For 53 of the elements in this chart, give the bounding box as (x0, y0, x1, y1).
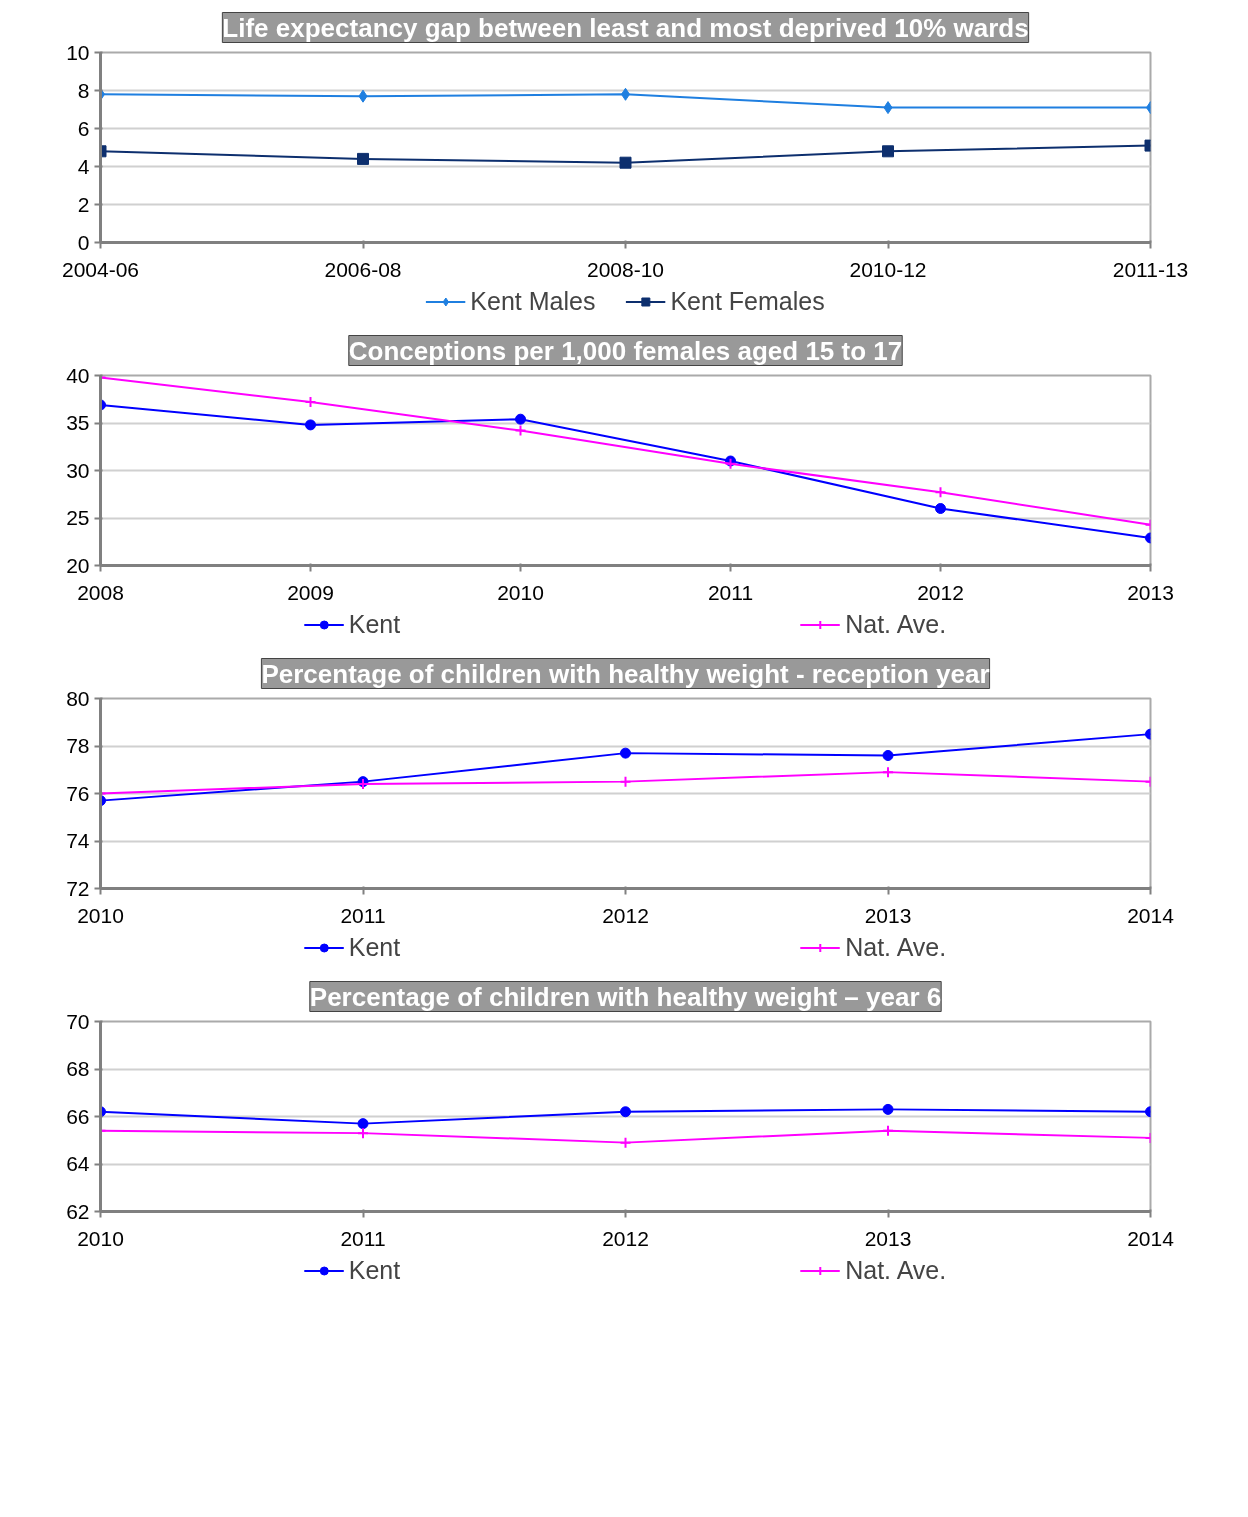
y-tick-label: 68 (66, 1057, 90, 1080)
x-tick-label: 2011-13 (1112, 257, 1189, 281)
legend-label: Nat. Ave. (845, 932, 947, 962)
y-tick-label: 76 (66, 781, 90, 805)
x-tick-label: 2009 (287, 580, 334, 604)
x-tick-label: 2010 (77, 1226, 124, 1250)
y-tick-label: 72 (66, 876, 90, 900)
y-tick-label: 70 (66, 1009, 90, 1033)
y-tick-label: 4 (77, 154, 90, 178)
x-tick-label: 2010 (77, 903, 124, 927)
x-tick-label: 2011 (707, 580, 754, 604)
y-tick-label: 8 (77, 78, 90, 102)
y-tick-label: 0 (77, 230, 90, 254)
y-tick-label: 80 (66, 686, 90, 710)
x-tick-label: 2008-10 (586, 257, 665, 281)
chart-title: Life expectancy gap between least and most deprived 10% wards (222, 12, 1029, 43)
y-tick-label: 6 (77, 116, 90, 140)
x-tick-label: 2011 (340, 903, 386, 927)
legend-label: Kent (348, 1255, 401, 1285)
y-tick-label: 66 (66, 1104, 90, 1128)
y-tick-label: 74 (66, 829, 90, 852)
x-tick-label: 2010-12 (849, 257, 927, 281)
x-tick-label: 2006-08 (324, 257, 402, 281)
legend-label: Kent Males (470, 286, 596, 316)
legend-label: Nat. Ave. (845, 609, 947, 639)
legend-label: Kent (348, 932, 401, 962)
x-tick-label: 2008 (77, 580, 124, 604)
legend-label: Kent Females (670, 286, 825, 316)
x-tick-label: 2014 (1127, 903, 1175, 927)
y-tick-label: 10 (66, 40, 90, 64)
x-tick-label: 2004-06 (61, 257, 140, 281)
x-tick-label: 2013 (1127, 580, 1174, 604)
y-tick-label: 2 (77, 192, 90, 216)
legend-label: Nat. Ave. (845, 1255, 947, 1285)
x-tick-label: 2010 (497, 580, 544, 604)
y-tick-label: 35 (66, 411, 90, 434)
y-tick-label: 20 (66, 553, 90, 577)
legend-label: Kent (348, 609, 401, 639)
y-tick-label: 25 (66, 506, 90, 529)
chart-title: Conceptions per 1,000 females aged 15 to 17 (348, 335, 903, 366)
y-tick-label: 30 (66, 458, 90, 482)
x-tick-label: 2012 (917, 580, 964, 604)
y-tick-label: 40 (66, 363, 90, 387)
x-tick-label: 2012 (602, 1226, 649, 1250)
y-tick-label: 64 (66, 1152, 90, 1175)
chart-title: Percentage of children with healthy weight – year 6 (309, 981, 942, 1012)
x-tick-label: 2012 (602, 903, 649, 927)
x-tick-label: 2014 (1127, 1226, 1175, 1250)
x-tick-label: 2013 (864, 903, 912, 927)
y-tick-label: 78 (66, 734, 90, 757)
x-tick-label: 2011 (340, 1226, 386, 1250)
x-tick-label: 2013 (864, 1226, 912, 1250)
y-tick-label: 62 (66, 1199, 90, 1223)
